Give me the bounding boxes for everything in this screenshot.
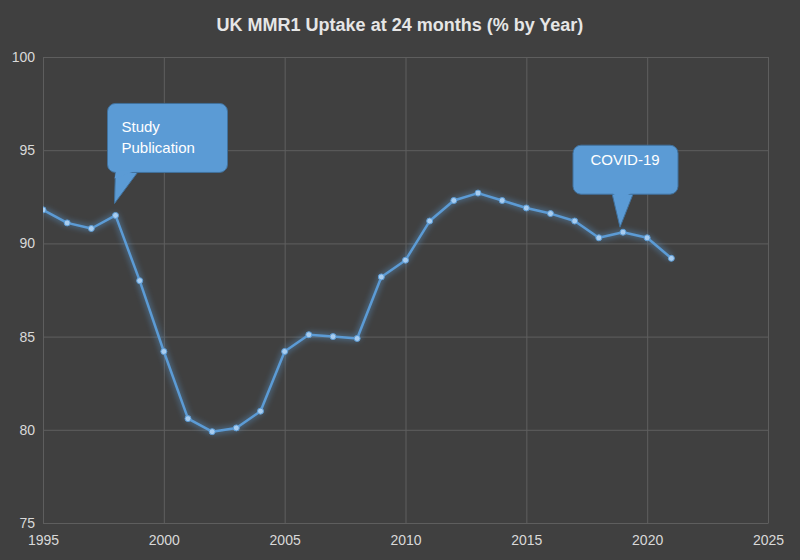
tick: 80 <box>19 422 768 438</box>
grid-line <box>43 523 768 524</box>
marker <box>43 207 46 213</box>
marker <box>88 225 94 231</box>
tick-label: 100 <box>12 49 36 65</box>
grid-line <box>406 57 407 523</box>
callout-join <box>115 170 137 178</box>
marker <box>209 429 215 435</box>
annotation-text: COVID-19 <box>590 151 659 168</box>
marker <box>548 211 554 217</box>
tick-label: 95 <box>19 142 35 158</box>
tick-label: 75 <box>19 515 35 531</box>
marker <box>620 229 626 235</box>
tick-label: 80 <box>19 422 35 438</box>
y-axis: 75 80 85 90 95 100 <box>12 49 768 531</box>
marker <box>258 408 264 414</box>
tick-label: 2005 <box>270 532 301 548</box>
grid-line <box>285 57 286 523</box>
tick: 90 <box>19 235 768 251</box>
background <box>0 0 800 560</box>
tick: 2025 <box>753 57 784 548</box>
tick-label: 2020 <box>632 532 663 548</box>
tick: 1995 <box>28 57 59 548</box>
title: UK MMR1 Uptake at 24 months (% by Year) <box>217 15 584 35</box>
tick-label: 2025 <box>753 532 784 548</box>
marker <box>427 218 433 224</box>
grid-line <box>43 57 44 523</box>
marker <box>185 416 191 422</box>
marker <box>523 205 529 211</box>
marker <box>403 257 409 263</box>
axis-line <box>44 523 769 524</box>
marker <box>354 335 360 341</box>
grid-line <box>526 57 527 523</box>
line <box>43 193 671 432</box>
tick: 2005 <box>270 57 301 548</box>
marker <box>668 255 674 261</box>
marker <box>475 190 481 196</box>
tick: 100 <box>12 49 768 65</box>
grid-line <box>43 337 768 338</box>
tick-label: 90 <box>19 235 35 251</box>
marker <box>282 349 288 355</box>
marker <box>572 218 578 224</box>
tick-label: 2010 <box>390 532 421 548</box>
callout-box <box>108 103 228 172</box>
marker <box>451 198 457 204</box>
tick: 85 <box>19 329 768 345</box>
marker <box>161 349 167 355</box>
tick-label: 2000 <box>149 532 180 548</box>
marker <box>64 220 70 226</box>
tick: 2010 <box>390 57 421 548</box>
marker <box>378 274 384 280</box>
marker <box>233 425 239 431</box>
annotation-text: StudyPublication <box>122 118 195 156</box>
callout-box <box>573 145 678 194</box>
marker <box>499 198 505 204</box>
grid-line <box>43 430 768 431</box>
marker <box>306 332 312 338</box>
tick-label: 85 <box>19 329 35 345</box>
chart: 1995 2000 2005 2010 2015 2020 2025 75 80 85 90 95 10… <box>0 0 800 560</box>
marker <box>596 235 602 241</box>
marker <box>644 235 650 241</box>
x-axis: 1995 2000 2005 2010 2015 2020 2025 <box>28 57 784 548</box>
plot: 1995 2000 2005 2010 2015 2020 2025 75 80 85 90 95 10… <box>12 49 785 548</box>
callout-join <box>612 192 632 200</box>
tick: 2020 <box>632 57 663 548</box>
callout: COVID-19 <box>573 145 678 227</box>
tick-label: 2015 <box>511 532 542 548</box>
grid-line <box>768 57 769 523</box>
callout: StudyPublication <box>108 103 228 203</box>
marker <box>113 212 119 218</box>
marker <box>330 334 336 340</box>
grid-line <box>43 57 768 58</box>
callout-pointer <box>611 189 633 227</box>
annotations: StudyPublication COVID-19 <box>108 103 679 227</box>
grid-line <box>43 243 768 244</box>
grid-line <box>647 57 648 523</box>
tick: 2015 <box>511 57 542 548</box>
tick: 75 <box>19 515 768 531</box>
axis-line <box>43 58 44 524</box>
marker <box>137 278 143 284</box>
series <box>43 190 674 435</box>
tick-label: 1995 <box>28 532 59 548</box>
